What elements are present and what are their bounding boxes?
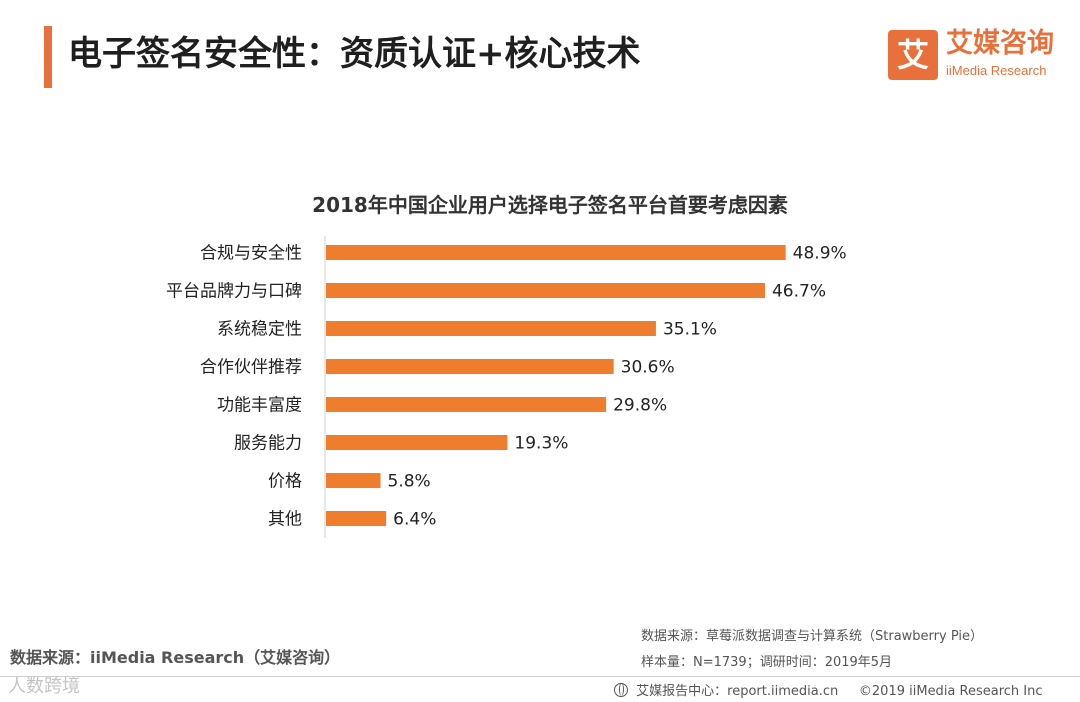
source-note-left: 数据来源：iiMedia Research（艾媒咨询） — [10, 648, 341, 667]
value-label: 19.3% — [514, 434, 568, 454]
bar — [326, 473, 381, 488]
value-label: 48.9% — [793, 244, 847, 264]
category-label: 平台品牌力与口碑 — [166, 282, 302, 302]
category-label: 合规与安全性 — [200, 244, 302, 264]
category-label: 其他 — [268, 510, 302, 530]
brand-logo: 艾 艾媒咨询 iiMedia Research — [888, 28, 1066, 84]
watermark: 人数跨境 — [8, 676, 80, 697]
category-label: 功能丰富度 — [217, 396, 302, 416]
source-line-1: 数据来源：草莓派数据调查与计算系统（Strawberry Pie） — [641, 629, 983, 644]
source-note-right: 数据来源：草莓派数据调查与计算系统（Strawberry Pie） 样本量：N=… — [641, 624, 983, 676]
copyright: ©2019 iiMedia Research Inc — [858, 684, 1043, 699]
logo-name-en: iiMedia Research — [946, 63, 1047, 78]
title-accent-bar — [44, 26, 52, 88]
chart-title: 2018年中国企业用户选择电子签名平台首要考虑因素 — [312, 193, 788, 217]
report-center-link[interactable]: 艾媒报告中心：report.iimedia.cn — [636, 684, 839, 699]
value-label: 5.8% — [388, 472, 431, 492]
bar — [326, 359, 614, 374]
bar — [326, 397, 607, 412]
value-label: 30.6% — [621, 358, 675, 378]
bar — [326, 511, 387, 526]
bar — [326, 245, 786, 260]
value-label: 35.1% — [663, 320, 717, 340]
category-label: 服务能力 — [234, 434, 302, 454]
value-label: 29.8% — [613, 396, 667, 416]
footer-divider — [0, 676, 1080, 677]
category-label: 合作伙伴推荐 — [200, 358, 302, 378]
bar — [326, 321, 656, 336]
bar-chart: 2018年中国企业用户选择电子签名平台首要考虑因素 合规与安全性 48.9% 平台品… — [166, 193, 847, 538]
category-label: 价格 — [268, 472, 302, 492]
logo-name-cn: 艾媒咨询 — [946, 28, 1054, 59]
footer: 艾媒报告中心：report.iimedia.cn ©2019 iiMedia R… — [614, 680, 1043, 699]
page-title: 电子签名安全性：资质认证+核心技术 — [68, 34, 641, 74]
globe-icon — [614, 683, 628, 697]
value-label: 6.4% — [393, 510, 436, 530]
source-line-2: 样本量：N=1739；调研时间：2019年5月 — [641, 655, 893, 670]
category-label: 系统稳定性 — [217, 320, 302, 340]
bar — [326, 283, 765, 298]
logo-mark-icon: 艾 — [888, 30, 938, 80]
bar — [326, 435, 508, 450]
value-label: 46.7% — [772, 282, 826, 302]
